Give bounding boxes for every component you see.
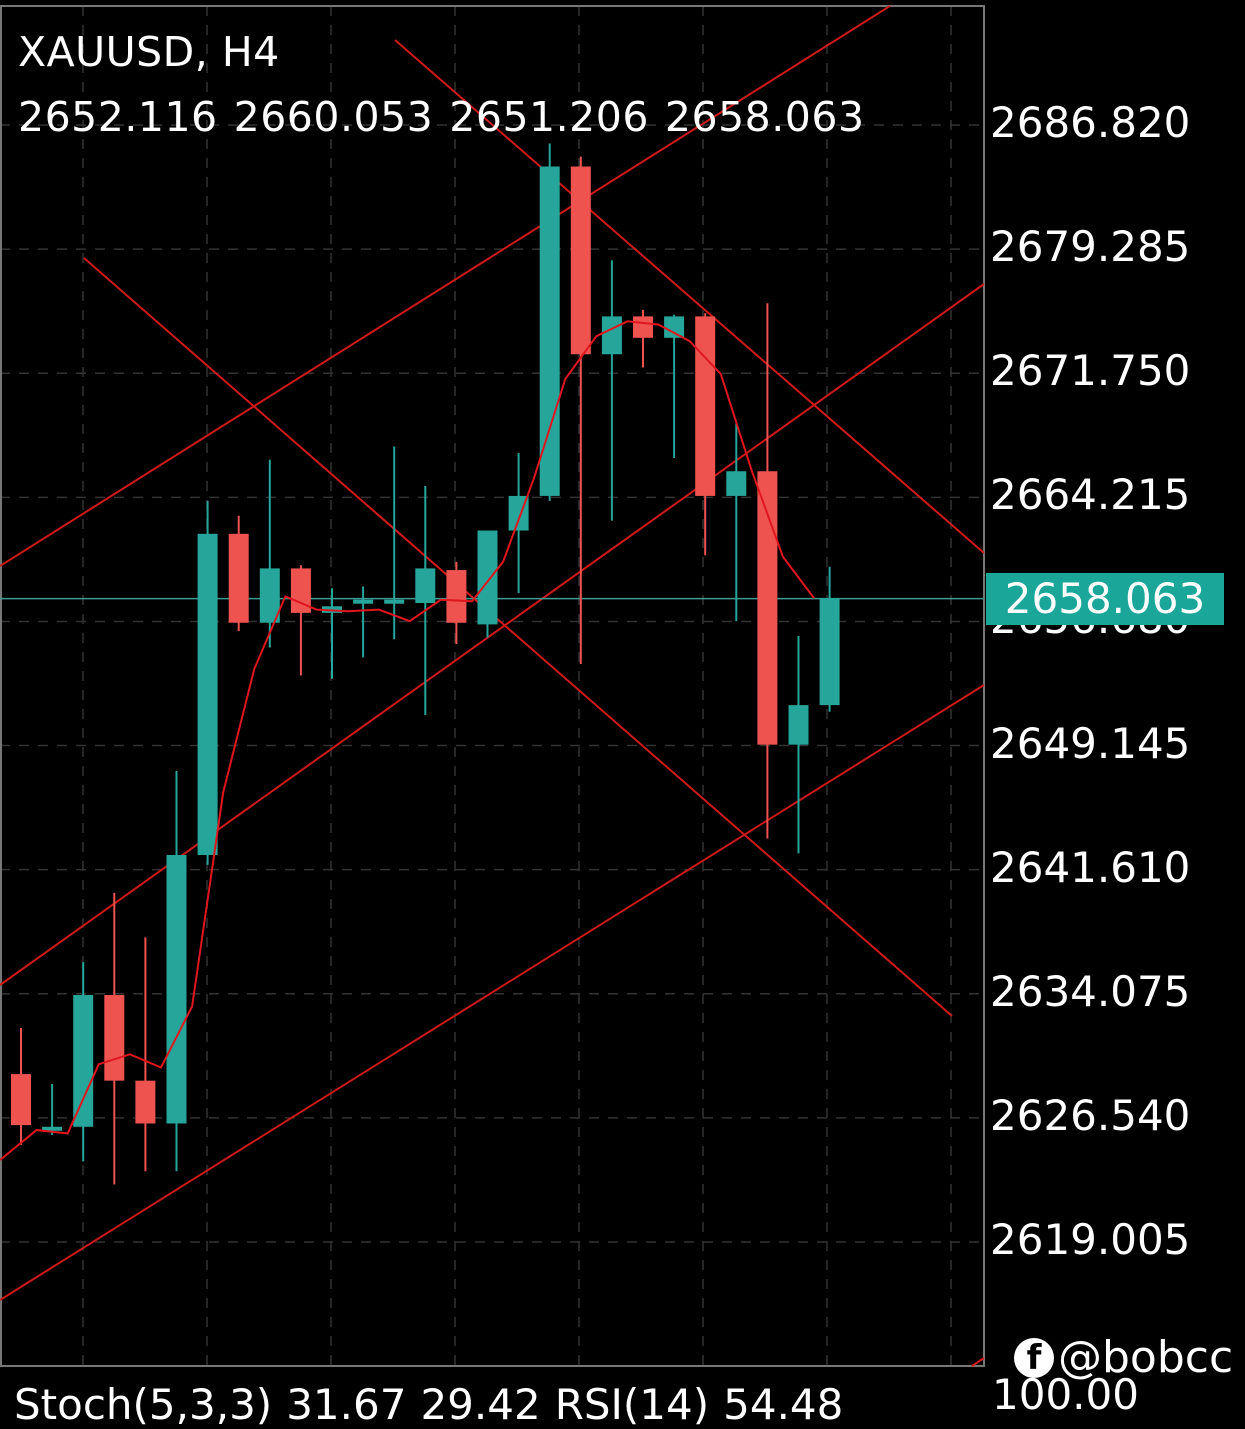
rsi-value: 54.48: [723, 1380, 844, 1429]
bull-candle: [664, 314, 685, 459]
bull-candle: [415, 486, 436, 716]
candle-body: [166, 855, 187, 1124]
indicator-trendline: [971, 1357, 985, 1367]
candle-body: [726, 471, 747, 496]
candle-body: [570, 166, 591, 355]
trendline: [0, 684, 985, 1301]
trendlines: [0, 5, 985, 1301]
bear-candle: [695, 313, 716, 556]
stoch-k-value: 31.67: [286, 1380, 407, 1429]
candle-body: [788, 705, 809, 745]
watermark: f @bobcc: [1014, 1332, 1233, 1383]
candle-body: [664, 316, 685, 338]
watermark-handle: @bobcc: [1058, 1332, 1234, 1383]
candle-body: [384, 599, 405, 604]
y-tick-label: 2641.610: [990, 842, 1191, 892]
candle-body: [104, 995, 125, 1081]
bear-candle: [104, 892, 125, 1185]
high-value: 2660.053: [233, 93, 434, 141]
close-value: 2658.063: [664, 93, 865, 141]
bear-candle: [135, 937, 156, 1172]
candle-body: [446, 570, 467, 623]
trendline: [83, 257, 953, 1017]
facebook-icon: f: [1014, 1337, 1054, 1378]
candle-body: [353, 599, 374, 604]
y-tick-label: 2649.145: [990, 718, 1191, 768]
bear-candle: [446, 561, 467, 645]
current-price-tag: 2658.063: [986, 573, 1224, 625]
ohlc-values: 2652.116 2660.053 2651.206 2658.063: [18, 93, 865, 141]
candle-body: [415, 568, 436, 603]
candle-body: [819, 598, 840, 706]
y-tick-label: 2679.285: [990, 222, 1191, 272]
bull-candle: [197, 500, 218, 865]
candle-body: [633, 316, 653, 338]
bull-candle: [601, 260, 622, 521]
bear-candle: [757, 303, 778, 839]
bull-candle: [384, 446, 405, 640]
bull-candle: [166, 771, 187, 1172]
candle-body: [73, 995, 94, 1127]
stoch-d-value: 29.42: [420, 1380, 541, 1429]
bull-candle: [73, 962, 94, 1162]
bull-candle: [788, 635, 809, 854]
stoch-label: Stoch(5,3,3): [14, 1380, 273, 1429]
bull-candle: [508, 453, 529, 594]
candle-body: [259, 568, 280, 623]
y-tick-label: 2664.215: [990, 470, 1191, 520]
indicator-legend: Stoch(5,3,3) 31.67 29.42 RSI(14) 54.48: [14, 1380, 843, 1429]
bear-candle: [290, 565, 311, 676]
bear-candle: [570, 156, 591, 664]
candle-body: [695, 316, 716, 496]
indicator-level-label: 100.00: [992, 1370, 1139, 1419]
bull-candle: [259, 459, 280, 648]
trendline: [0, 283, 985, 986]
bear-candle: [11, 1027, 31, 1145]
bear-candle: [228, 515, 249, 631]
moving-average-line: [0, 320, 815, 1161]
candle-body: [477, 530, 498, 625]
trendline: [0, 5, 891, 567]
bull-candle: [477, 530, 498, 638]
y-tick-label: 2619.005: [990, 1215, 1191, 1264]
candle-body: [11, 1074, 31, 1126]
symbol-title: XAUUSD, H4: [18, 28, 280, 76]
y-tick-label: 2634.075: [990, 966, 1191, 1016]
open-value: 2652.116: [18, 93, 218, 141]
candle-body: [601, 316, 622, 355]
bull-candle: [353, 586, 374, 658]
candle-body: [197, 533, 218, 856]
candle-body: [135, 1080, 156, 1124]
candle-body: [228, 533, 249, 623]
trendline: [394, 39, 985, 554]
y-tick-label: 2671.750: [990, 346, 1191, 396]
candle-body: [757, 471, 778, 745]
bear-candle: [633, 309, 653, 368]
y-tick-label: 2686.820: [990, 98, 1191, 147]
rsi-label: RSI(14): [554, 1380, 710, 1429]
candles: [11, 143, 840, 1185]
y-tick-label: 2626.540: [990, 1090, 1191, 1140]
bull-candle: [322, 588, 342, 679]
candle-body: [539, 166, 560, 496]
low-value: 2651.206: [449, 93, 649, 141]
bull-candle: [819, 566, 840, 712]
bull-candle: [726, 423, 747, 622]
bull-candle: [42, 1083, 63, 1136]
candle-body: [42, 1126, 63, 1131]
